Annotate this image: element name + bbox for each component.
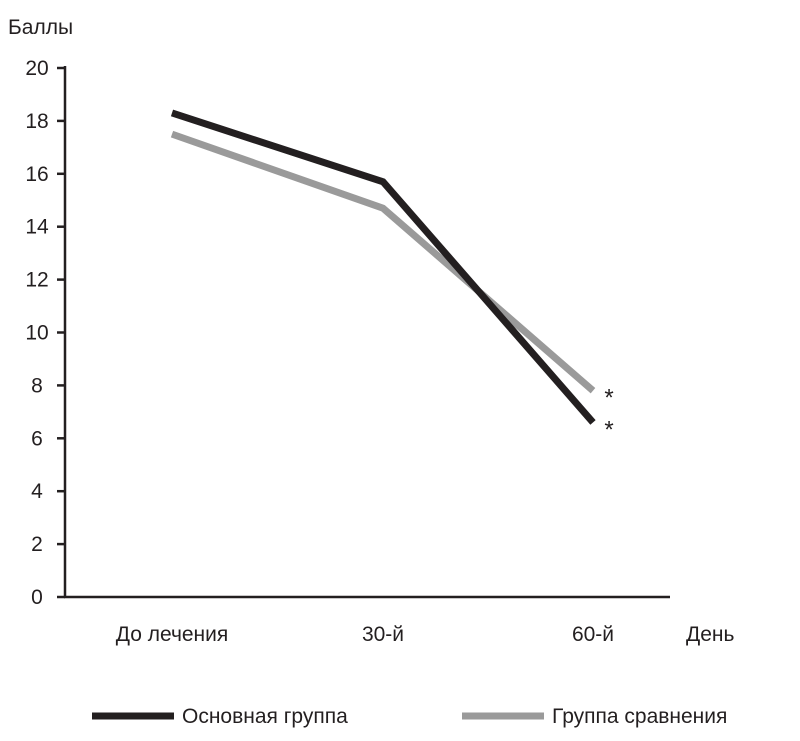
x-tick-label: До лечения: [116, 623, 229, 646]
legend-label: Основная группа: [182, 705, 348, 728]
y-tick-label: 18: [25, 110, 48, 133]
y-tick-label: 0: [31, 586, 43, 609]
legend-label: Группа сравнения: [552, 705, 727, 728]
y-tick-label: 16: [25, 163, 48, 186]
x-axis-label: День: [686, 623, 734, 646]
y-tick-label: 20: [25, 57, 48, 80]
y-tick-label: 4: [31, 480, 43, 503]
y-tick-label: 2: [31, 533, 43, 556]
y-tick-label: 12: [25, 269, 48, 292]
x-tick-label: 60-й: [572, 623, 614, 646]
y-tick-label: 14: [25, 216, 49, 239]
significance-marker: *: [604, 416, 613, 443]
y-tick-label: 6: [31, 427, 43, 450]
significance-marker: *: [604, 385, 613, 412]
y-axis-label: Баллы: [8, 16, 73, 39]
y-tick-label: 10: [25, 322, 48, 345]
y-tick-label: 8: [31, 374, 43, 397]
x-tick-label: 30-й: [362, 623, 404, 646]
